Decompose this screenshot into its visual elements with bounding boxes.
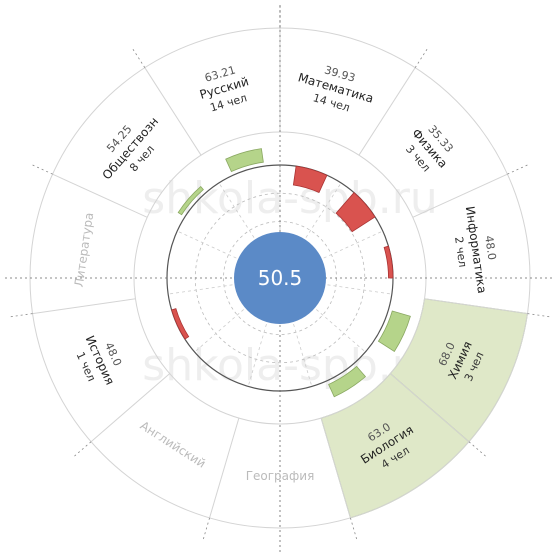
sector-separator [209,417,240,519]
inner-spoke [247,323,267,387]
sector-separator [320,417,351,519]
inner-spoke [327,284,392,295]
sector-value-label: 48.0 [482,235,498,261]
sector-tick [130,46,146,68]
sector-separator [412,173,508,218]
sector-tick [7,313,33,318]
sector-tick [468,441,489,459]
inner-spoke [194,309,244,353]
sector-tick [29,163,53,175]
sector-separator [52,173,148,218]
bar-10 [177,185,204,216]
sector-separator [390,373,470,443]
sector-tick [414,46,430,68]
sector-separator [424,298,528,315]
sector-count: 2 чел [452,236,469,268]
center-average-circle [234,232,326,324]
bar-3 [383,245,394,279]
sector-tick [350,517,358,542]
inner-spoke [293,323,313,387]
bar-2 [335,192,376,233]
bar-1 [292,165,328,194]
sector-tick [507,163,531,175]
sector-subject: Литература [72,212,97,288]
sector-separator [32,298,136,315]
bar-11 [225,148,264,173]
sector-separator [144,67,202,156]
sector-subject: Английский [138,418,209,470]
inner-spoke [316,309,366,353]
sector-tick [71,441,92,459]
sector-tick [527,313,553,318]
watermark-text: shkola-spb.ru [142,173,437,224]
sector-separator [90,373,170,443]
center-average-value: 50.5 [258,266,303,290]
sector-subject: География [246,469,315,483]
bar-5 [328,365,367,398]
inner-spoke [323,230,383,259]
sector-separator [358,67,416,156]
inner-spoke [168,284,233,295]
sector-tick [202,517,210,542]
inner-spoke [218,182,255,238]
bar-4 [377,310,411,353]
inner-spoke [177,230,237,259]
bar-8 [171,308,190,340]
inner-spoke [305,182,342,238]
